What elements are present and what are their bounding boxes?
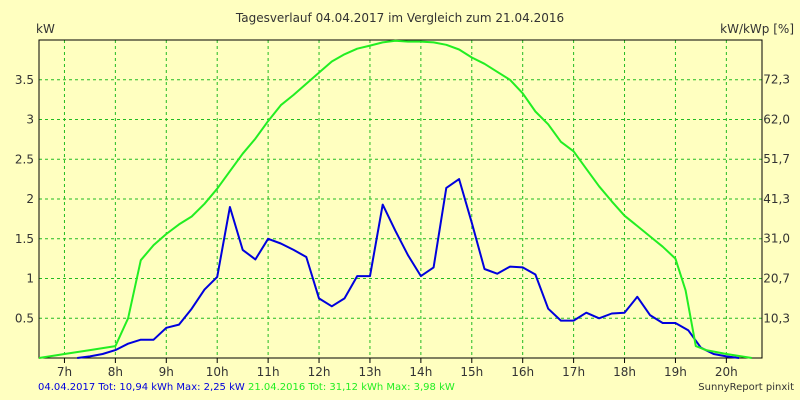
- left-axis-label: kW: [36, 22, 55, 36]
- y-right-tick-label: 62,0: [763, 112, 790, 126]
- y-left-tick-label: 2.5: [15, 152, 34, 166]
- y-right-tick-label: 51,7: [763, 152, 790, 166]
- series-line-2: [38, 39, 752, 359]
- x-tick-label: 14h: [409, 365, 432, 379]
- x-tick-label: 13h: [359, 365, 382, 379]
- plot-frame: [38, 39, 763, 359]
- y-left-tick-label: 1: [26, 272, 34, 286]
- credit-text: SunnyReport pinxit: [698, 382, 794, 393]
- y-right-tick-label: 72,3: [763, 73, 790, 87]
- series-1-summary: 04.04.2017 Tot: 10,94 kWh Max: 2,25 kW: [38, 382, 245, 393]
- x-tick-label: 7h: [57, 365, 72, 379]
- x-tick-label: 12h: [308, 365, 331, 379]
- y-right-tick-label: 20,7: [763, 271, 790, 285]
- x-tick-label: 9h: [159, 365, 174, 379]
- x-tick-label: 20h: [715, 365, 738, 379]
- x-tick-label: 8h: [108, 365, 123, 379]
- y-left-tick-label: 0.5: [15, 311, 34, 325]
- x-tick-label: 18h: [613, 365, 636, 379]
- y-right-tick-label: 31,0: [763, 232, 790, 246]
- x-tick-label: 15h: [460, 365, 483, 379]
- series-lines: [38, 39, 752, 359]
- x-tick-label: 10h: [206, 365, 229, 379]
- y-right-tick-label: 41,3: [763, 192, 790, 206]
- y-left-tick-label: 3: [26, 113, 34, 127]
- y-left-tick-label: 3.5: [15, 73, 34, 87]
- y-left-tick-label: 2: [26, 192, 34, 206]
- tick-labels: 7h 8h 9h 10h 11h 12h 13h 14h 15h 16h 17h 18h 19h 20h 0…: [15, 73, 790, 379]
- chart-footer: 04.04.2017 Tot: 10,94 kWh Max: 2,25 kW 2…: [38, 382, 455, 394]
- series-2-summary: 21.04.2016 Tot: 31,12 kWh Max: 3,98 kW: [247, 382, 455, 393]
- y-right-tick-label: 10,3: [763, 311, 790, 325]
- x-tick-label: 16h: [511, 365, 534, 379]
- right-axis-label: kW/kWp [%]: [720, 22, 794, 36]
- series-line-1: [77, 178, 740, 359]
- y-left-tick-label: 1.5: [15, 232, 34, 246]
- x-tick-label: 11h: [257, 365, 280, 379]
- chart-title: Tagesverlauf 04.04.2017 im Vergleich zum…: [235, 11, 564, 25]
- grid: [39, 40, 762, 358]
- x-tick-label: 17h: [562, 365, 585, 379]
- x-tick-label: 19h: [664, 365, 687, 379]
